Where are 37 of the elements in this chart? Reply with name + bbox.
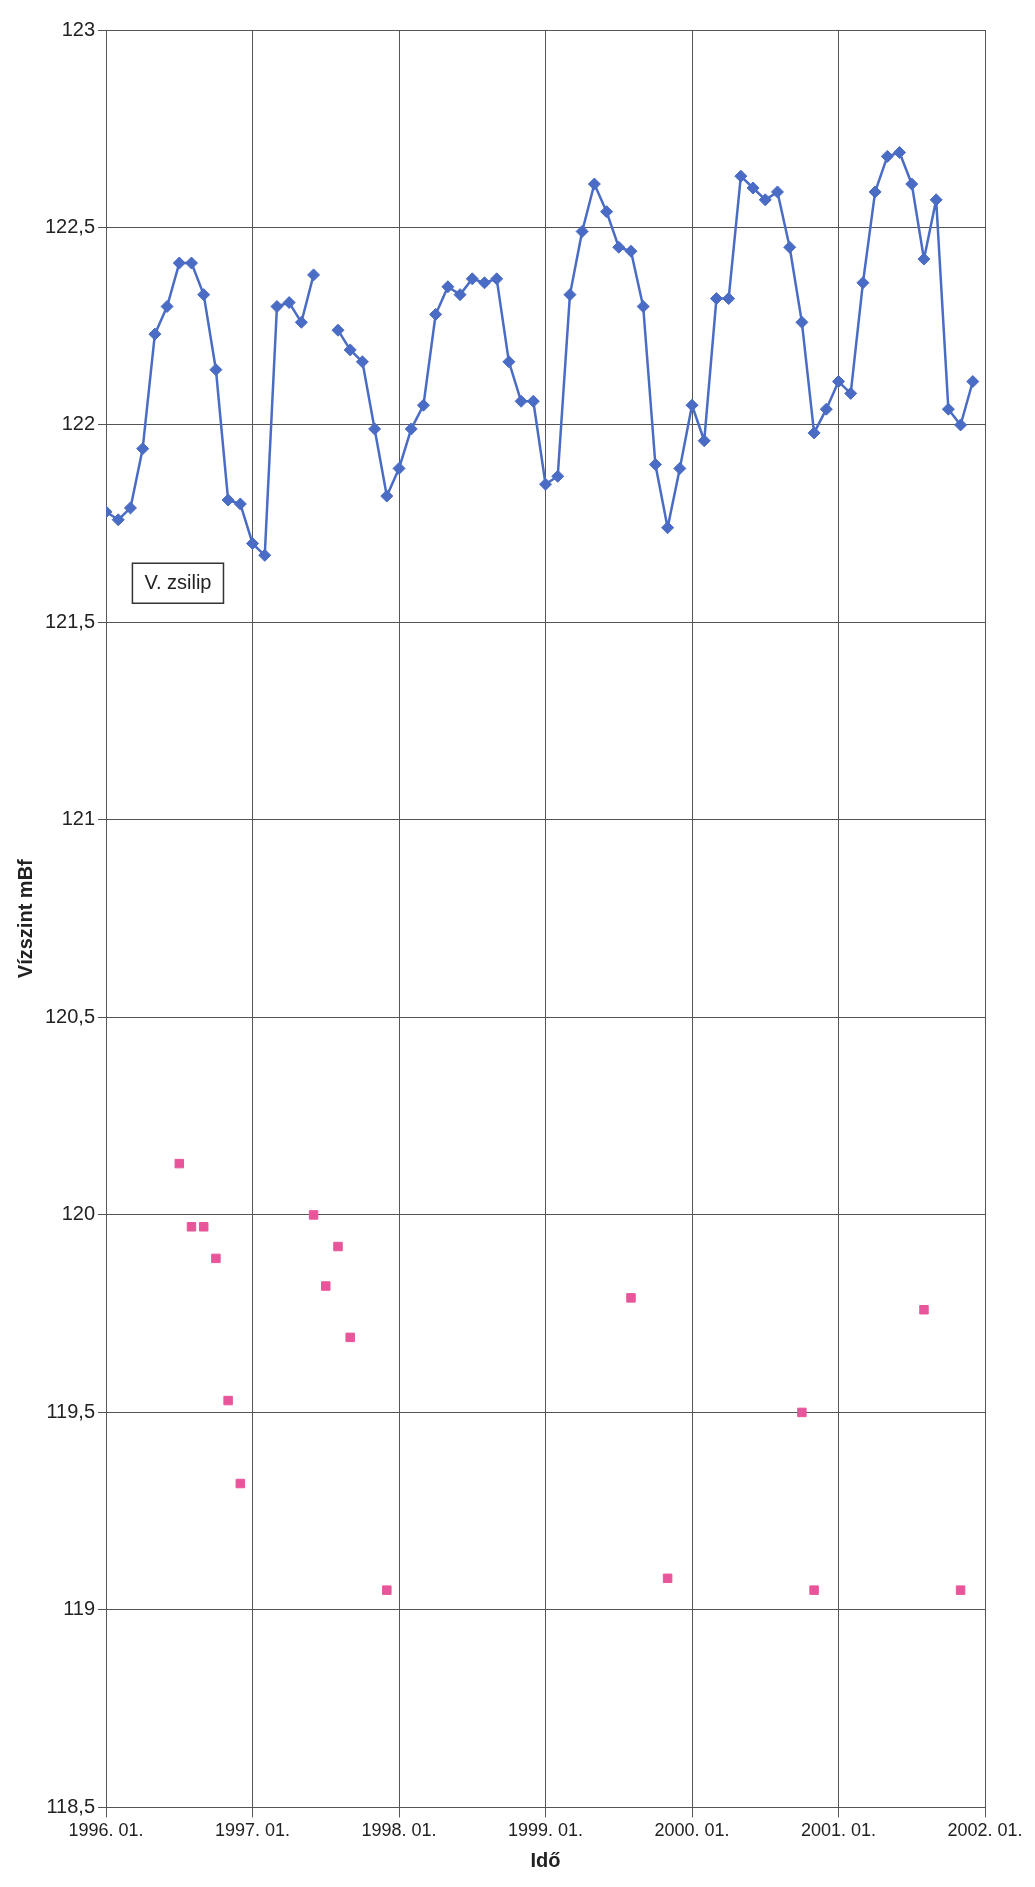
x-tick-label: 2000. 01. — [654, 1820, 730, 1841]
point — [809, 1585, 819, 1595]
x-tick-label: 1998. 01. — [361, 1820, 437, 1841]
point — [919, 1304, 929, 1315]
x-tick-label: 2002. 01. — [947, 1820, 1023, 1841]
y-axis-title: Vízszint mBf — [13, 858, 36, 979]
x-tick-label: 1997. 01. — [215, 1820, 291, 1841]
x-tick-label: 2001. 01. — [800, 1820, 877, 1841]
point — [333, 1241, 343, 1252]
point — [223, 1395, 233, 1406]
point — [662, 1573, 673, 1584]
point — [797, 1407, 807, 1418]
text: V. zsilip — [144, 570, 212, 593]
y-tick-label: 121,5 — [44, 609, 96, 632]
x-tick-label: 1999. 01. — [507, 1820, 584, 1841]
point — [174, 1158, 185, 1169]
y-tick-label: 119,5 — [46, 1399, 96, 1422]
point — [235, 1478, 246, 1489]
y-tick-label: 123 — [61, 17, 96, 40]
x-axis-title: Idő — [530, 1848, 561, 1871]
y-tick-label: 120,5 — [44, 1004, 96, 1027]
y-tick-label: 122,5 — [44, 215, 96, 237]
y-tick-label: 121 — [61, 807, 96, 830]
point — [186, 1222, 197, 1232]
point — [345, 1332, 355, 1343]
x-tick-label: 1996. 01. — [68, 1820, 144, 1841]
point — [211, 1253, 221, 1264]
y-tick-label: 119 — [63, 1597, 96, 1620]
y-tick-label: 118,5 — [46, 1794, 96, 1817]
point — [198, 1222, 209, 1232]
point — [321, 1281, 331, 1291]
point — [382, 1585, 392, 1595]
y-tick-label: 120 — [61, 1202, 96, 1225]
point — [955, 1585, 966, 1595]
point — [308, 1210, 319, 1220]
point — [626, 1293, 636, 1303]
y-tick-label: 122 — [61, 412, 96, 435]
